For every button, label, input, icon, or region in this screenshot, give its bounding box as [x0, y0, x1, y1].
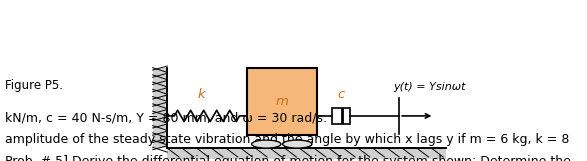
Text: c: c: [338, 89, 345, 101]
Text: Prob. # 5] Derive the differential equation of motion for the system shown; Dete: Prob. # 5] Derive the differential equat…: [5, 155, 571, 161]
Text: amplitude of the steady state vibration and the angle by which x lags y if m = 6: amplitude of the steady state vibration …: [5, 133, 569, 146]
Circle shape: [282, 140, 312, 148]
Bar: [153, 68, 167, 148]
Bar: [167, 148, 446, 159]
Circle shape: [252, 140, 281, 148]
Text: k: k: [197, 89, 205, 101]
Text: Figure P5.: Figure P5.: [5, 79, 63, 92]
Bar: [247, 68, 317, 135]
Text: m: m: [275, 95, 288, 108]
Bar: [332, 108, 350, 124]
Text: y(t) = Ysinωt: y(t) = Ysinωt: [393, 82, 466, 92]
Text: kN/m, c = 40 N-s/m, Y = 80 mm, and ω = 30 rad/s.: kN/m, c = 40 N-s/m, Y = 80 mm, and ω = 3…: [5, 111, 327, 124]
